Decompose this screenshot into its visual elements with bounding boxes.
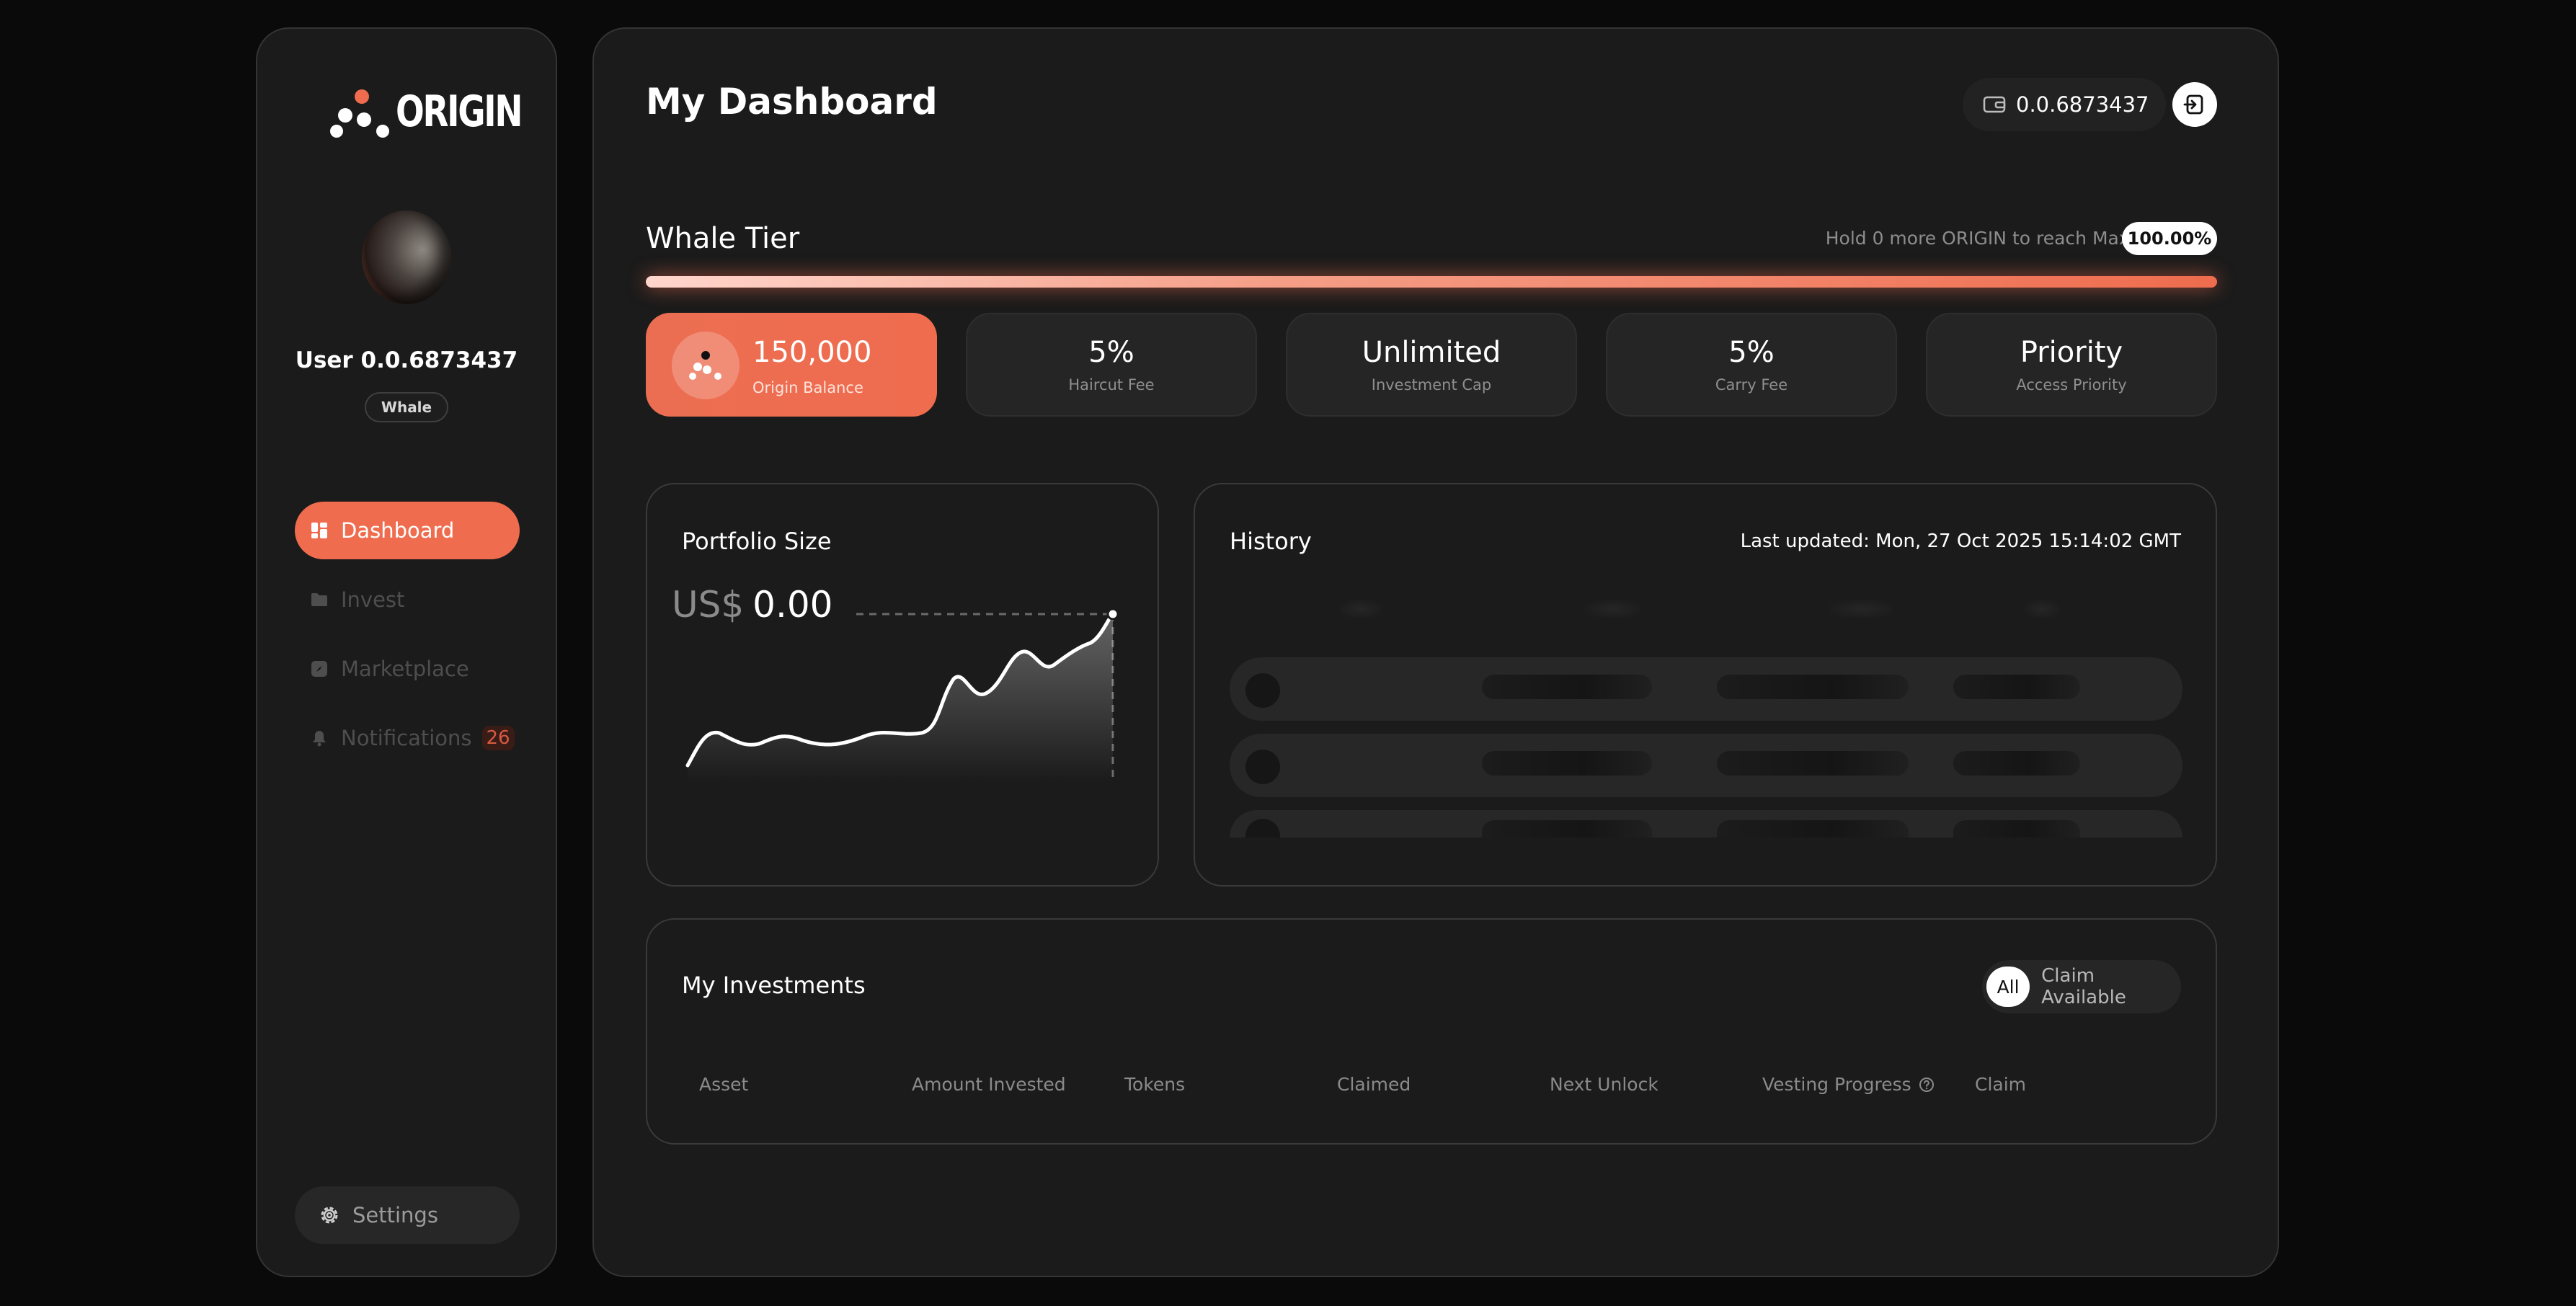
help-icon[interactable] bbox=[1919, 1077, 1935, 1093]
tier-badge: Whale bbox=[365, 392, 448, 422]
skeleton-bar bbox=[1953, 675, 2080, 699]
stat-card-haircut-fee: 5% Haircut Fee bbox=[966, 313, 1257, 417]
skeleton-bar bbox=[1953, 820, 2080, 838]
origin-token-icon bbox=[672, 332, 740, 399]
portfolio-card: Portfolio Size US$ 0.00 bbox=[646, 483, 1159, 887]
folder-icon bbox=[311, 591, 328, 608]
stat-label: Carry Fee bbox=[1715, 376, 1788, 394]
column-header-label: Tokens bbox=[1124, 1074, 1186, 1095]
column-header-label: Claim bbox=[1975, 1074, 2027, 1095]
tier-hint: Hold 0 more ORIGIN to reach Max tier bbox=[1825, 228, 2166, 249]
stat-label: Access Priority bbox=[2016, 376, 2127, 394]
wallet-balance-button[interactable]: 0.0.6873437 bbox=[1963, 78, 2166, 131]
nav-item-label: Dashboard bbox=[341, 518, 455, 543]
column-header-vesting-progress[interactable]: Vesting Progress bbox=[1762, 1074, 1935, 1095]
loading-skeleton-row bbox=[1230, 810, 2182, 838]
skeleton-bar bbox=[1482, 675, 1652, 699]
dashboard-icon bbox=[311, 522, 328, 539]
skeleton-avatar bbox=[1245, 750, 1280, 784]
brand-logo[interactable]: ORIGIN bbox=[329, 85, 523, 138]
nav-item-label: Notifications bbox=[341, 726, 472, 750]
portfolio-currency: US$ bbox=[672, 584, 745, 626]
origin-balance-card: 150,000 Origin Balance bbox=[646, 313, 937, 417]
column-header-claim[interactable]: Claim bbox=[1975, 1074, 2026, 1095]
column-header-label: Amount Invested bbox=[912, 1074, 1066, 1095]
nav-item-invest[interactable]: Invest bbox=[295, 571, 520, 628]
wallet-balance: 0.0.6873437 bbox=[2016, 92, 2149, 117]
gear-icon bbox=[318, 1204, 341, 1227]
brand-name: ORIGIN bbox=[396, 86, 523, 137]
nav-item-label: Invest bbox=[341, 587, 405, 612]
main-panel: My Dashboard 0.0.6873437 Whale Tier Hold… bbox=[592, 27, 2279, 1277]
wallet-icon bbox=[1983, 95, 2006, 114]
loading-skeleton-header bbox=[1584, 600, 1642, 618]
filter-all-button[interactable]: All bbox=[1986, 967, 2030, 1007]
nav-item-notifications[interactable]: Notifications 26 bbox=[295, 709, 520, 767]
loading-skeleton-row bbox=[1230, 734, 2182, 797]
stat-value: Unlimited bbox=[1362, 336, 1501, 369]
loading-skeleton-header bbox=[1339, 600, 1382, 618]
skeleton-avatar bbox=[1245, 673, 1280, 708]
investments-title: My Investments bbox=[682, 972, 866, 999]
loading-skeleton-row bbox=[1230, 657, 2182, 721]
investments-filter: All Claim Available bbox=[1982, 960, 2181, 1013]
column-header-label: Claimed bbox=[1337, 1074, 1411, 1095]
investments-card: My Investments All Claim Available Asset… bbox=[646, 918, 2217, 1145]
history-card: History Last updated: Mon, 27 Oct 2025 1… bbox=[1194, 483, 2217, 887]
tier-progress-fill bbox=[646, 276, 2217, 288]
skeleton-bar bbox=[1482, 751, 1652, 776]
tier-title: Whale Tier bbox=[646, 222, 800, 255]
nav-item-dashboard[interactable]: Dashboard bbox=[295, 502, 520, 559]
skeleton-bar bbox=[1953, 751, 2080, 776]
column-header-next-unlock[interactable]: Next Unlock bbox=[1550, 1074, 1658, 1095]
nav-item-marketplace[interactable]: Marketplace bbox=[295, 640, 520, 698]
stat-label: Investment Cap bbox=[1371, 376, 1492, 394]
origin-balance-label: Origin Balance bbox=[752, 379, 863, 396]
compass-icon bbox=[311, 660, 328, 678]
history-title: History bbox=[1230, 528, 1312, 555]
settings-button[interactable]: Settings bbox=[295, 1186, 520, 1244]
skeleton-bar bbox=[1482, 820, 1652, 838]
column-header-tokens[interactable]: Tokens bbox=[1124, 1074, 1185, 1095]
page-title: My Dashboard bbox=[646, 81, 938, 123]
column-header-label: Asset bbox=[699, 1074, 749, 1095]
column-header-amount-invested[interactable]: Amount Invested bbox=[912, 1074, 1066, 1095]
column-header-claimed[interactable]: Claimed bbox=[1337, 1074, 1411, 1095]
loading-skeleton-header bbox=[2024, 600, 2060, 618]
sidebar: ORIGIN User 0.0.6873437 Whale Dashboard … bbox=[256, 27, 557, 1277]
origin-balance-value: 150,000 bbox=[752, 336, 872, 369]
notification-count-badge: 26 bbox=[481, 726, 515, 750]
skeleton-bar bbox=[1717, 675, 1909, 699]
stat-card-investment-cap: Unlimited Investment Cap bbox=[1286, 313, 1577, 417]
portfolio-sparkline bbox=[685, 608, 1119, 781]
settings-label: Settings bbox=[352, 1203, 438, 1227]
portfolio-title: Portfolio Size bbox=[682, 528, 832, 555]
tier-percent-badge: 100.00% bbox=[2122, 222, 2217, 255]
portfolio-amount: 0.00 bbox=[752, 584, 833, 626]
avatar[interactable] bbox=[362, 210, 451, 304]
bell-icon bbox=[311, 729, 328, 747]
filter-claim-available-button[interactable]: Claim Available bbox=[2041, 965, 2126, 1008]
portfolio-value: US$ 0.00 bbox=[672, 584, 832, 626]
skeleton-bar bbox=[1717, 820, 1909, 838]
column-header-label: Next Unlock bbox=[1550, 1074, 1658, 1095]
logout-button[interactable] bbox=[2172, 82, 2217, 127]
stat-card-access-priority: Priority Access Priority bbox=[1926, 313, 2217, 417]
user-name: User 0.0.6873437 bbox=[295, 347, 518, 373]
stat-label: Haircut Fee bbox=[1068, 376, 1155, 394]
stat-value: 5% bbox=[1088, 336, 1134, 369]
logout-icon bbox=[2183, 94, 2203, 115]
last-updated-text: Last updated: Mon, 27 Oct 2025 15:14:02 … bbox=[1740, 530, 2181, 552]
column-header-asset[interactable]: Asset bbox=[699, 1074, 748, 1095]
origin-logo-icon bbox=[330, 89, 389, 138]
loading-skeleton-header bbox=[1829, 600, 1894, 618]
stat-card-carry-fee: 5% Carry Fee bbox=[1606, 313, 1897, 417]
stat-value: Priority bbox=[2020, 336, 2123, 369]
nav-item-label: Marketplace bbox=[341, 657, 469, 681]
stat-value: 5% bbox=[1728, 336, 1775, 369]
skeleton-bar bbox=[1717, 751, 1909, 776]
skeleton-avatar bbox=[1245, 819, 1280, 838]
column-header-label: Vesting Progress bbox=[1762, 1074, 1911, 1095]
tier-progress-bar bbox=[646, 276, 2217, 288]
